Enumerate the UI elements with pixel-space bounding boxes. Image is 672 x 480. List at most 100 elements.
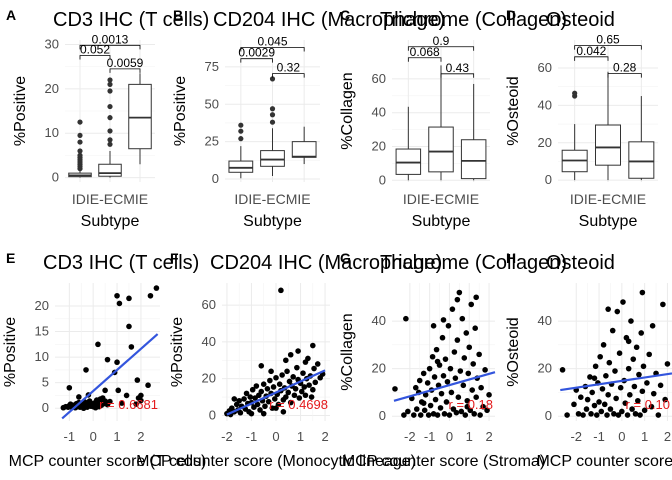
outlier-point	[107, 141, 113, 147]
scatter-point	[598, 408, 605, 415]
panel-letter: B	[173, 7, 183, 23]
scatter-point	[587, 374, 593, 380]
scatter-point	[448, 389, 455, 396]
scatter-point	[649, 323, 656, 329]
y-tick-label: 30	[45, 36, 59, 51]
scatter-point	[632, 411, 639, 417]
panel-title: CD3 IHC (T cells)	[53, 9, 209, 31]
x-tick-label: -1	[246, 429, 258, 444]
scatter-point	[440, 372, 447, 379]
panel-letter: A	[6, 7, 16, 23]
scatter-point	[482, 367, 488, 373]
panel-title: Osteoid	[546, 252, 615, 274]
y-tick-label: 0	[379, 172, 386, 187]
scatter-point	[476, 351, 482, 358]
scatter-point	[597, 353, 603, 360]
correlation-label: r = 0.4698	[269, 397, 328, 412]
significance-bracket	[607, 73, 642, 78]
regression-line	[61, 333, 159, 420]
scatter-point	[445, 323, 452, 329]
y-tick-label: 20	[538, 361, 552, 376]
p-value-label: 0.068	[410, 45, 440, 59]
scatter-point	[237, 409, 244, 416]
y-axis-title: %Positive	[12, 76, 29, 146]
scatter-point	[473, 294, 479, 301]
scatter-point	[607, 406, 614, 412]
scatter-point	[403, 315, 409, 322]
x-tick-label: 1	[641, 429, 648, 444]
x-axis-title: MCP counter score (S	[536, 453, 672, 470]
x-axis-title: Subtype	[579, 213, 638, 230]
p-value-label: 0.052	[80, 43, 110, 57]
scatter-point	[627, 392, 633, 398]
scatter-point	[119, 400, 125, 406]
p-value-label: 0.9	[433, 34, 450, 48]
x-axis-title: MCP counter score (Stroma)	[342, 453, 545, 470]
scatter-point	[76, 394, 82, 400]
scatter-point	[641, 407, 648, 414]
scatter-point	[604, 412, 610, 418]
outlier-point	[77, 132, 83, 139]
scatter-point	[308, 394, 315, 400]
scatter-point	[639, 289, 646, 296]
y-tick-label: 40	[372, 313, 386, 328]
scatter-point	[424, 380, 431, 386]
scatter-point	[126, 295, 132, 302]
x-axis-title: Subtype	[81, 213, 140, 230]
scatter-point	[249, 386, 256, 393]
box-ecm	[98, 163, 122, 177]
scatter-point	[469, 387, 476, 393]
outlier-point	[238, 122, 244, 128]
scatter-point	[429, 353, 436, 360]
y-axis-title: %Collagen	[339, 72, 356, 149]
scatter-point	[296, 395, 303, 401]
y-tick-label: 20	[45, 81, 59, 96]
panel-title: Trichrome (Collagen)	[380, 9, 567, 31]
outlier-point	[269, 112, 276, 118]
outlier-point	[77, 148, 83, 154]
scatter-point	[273, 374, 279, 381]
scatter-point	[613, 395, 619, 402]
scatter-point	[655, 412, 662, 418]
scatter-point	[248, 410, 255, 417]
scatter-point	[438, 390, 445, 397]
scatter-point	[615, 412, 622, 418]
outlier-point	[107, 128, 113, 134]
scatter-point	[97, 396, 104, 402]
scatter-point	[660, 301, 666, 308]
scatter-point	[625, 338, 632, 345]
scatter-point	[126, 323, 132, 330]
x-axis-title: MCP counter score (Monocytic lineage)	[136, 453, 416, 470]
significance-bracket	[240, 58, 273, 63]
scatter-point	[617, 384, 624, 391]
regression-line	[560, 372, 672, 392]
x-tick-label: -1	[593, 429, 605, 444]
scatter-point	[638, 330, 645, 336]
x-tick-label: 2	[137, 429, 144, 444]
scatter-point	[630, 356, 637, 362]
x-tick-label: -2	[570, 429, 582, 444]
scatter-point	[664, 361, 671, 367]
panel-e: 0 5 10 15 20 -1 0 1 2 r = 0.6681 E CD3 IHC (T cells…	[2, 250, 206, 470]
y-tick-label: 40	[538, 313, 552, 328]
scatter-point	[301, 384, 308, 390]
scatter-point	[271, 396, 278, 402]
box-idie	[228, 160, 254, 173]
scatter-point	[66, 384, 73, 391]
significance-bracket	[407, 46, 475, 51]
y-axis-title: %Positive	[169, 317, 186, 387]
scatter-point	[439, 334, 446, 341]
outlier-point	[107, 103, 113, 110]
scatter-point	[254, 401, 261, 408]
scatter-point	[310, 386, 316, 393]
scatter-point	[410, 412, 417, 418]
y-axis-title: %Osteoid	[505, 317, 522, 386]
scatter-point	[453, 409, 460, 416]
scatter-point	[614, 308, 621, 315]
outlier-point	[269, 106, 276, 112]
y-tick-label: 60	[538, 60, 552, 75]
scatter-point	[434, 412, 441, 418]
scatter-point	[640, 363, 647, 370]
x-tick-label: 0	[272, 429, 279, 444]
